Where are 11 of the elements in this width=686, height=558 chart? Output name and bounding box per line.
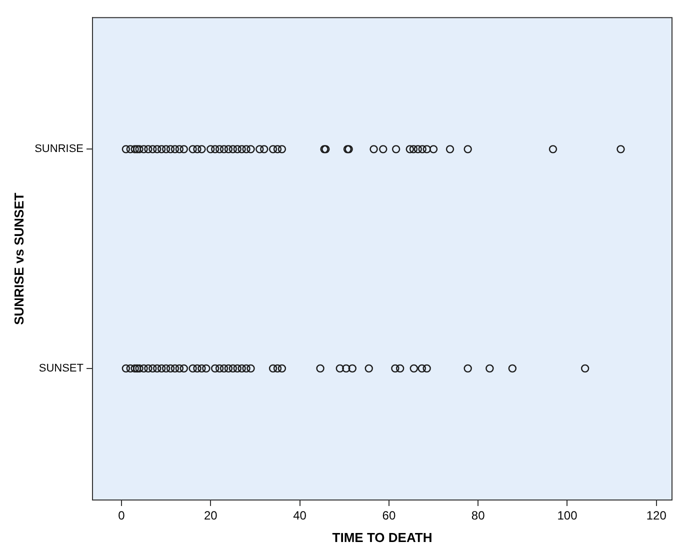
x-axis-title: TIME TO DEATH bbox=[332, 530, 432, 545]
y-tick-label: SUNSET bbox=[38, 362, 84, 374]
x-tick-label: 80 bbox=[471, 508, 486, 523]
x-tick-label: 120 bbox=[646, 508, 667, 523]
x-tick-label: 40 bbox=[293, 508, 307, 523]
x-tick-label: 0 bbox=[118, 508, 126, 523]
x-tick-label: 60 bbox=[382, 508, 396, 523]
x-tick-label: 100 bbox=[557, 508, 578, 523]
y-axis-title: SUNRISE vs SUNSET bbox=[11, 192, 26, 325]
x-tick-label: 20 bbox=[204, 508, 218, 523]
y-tick-label: SUNRISE bbox=[34, 143, 84, 156]
